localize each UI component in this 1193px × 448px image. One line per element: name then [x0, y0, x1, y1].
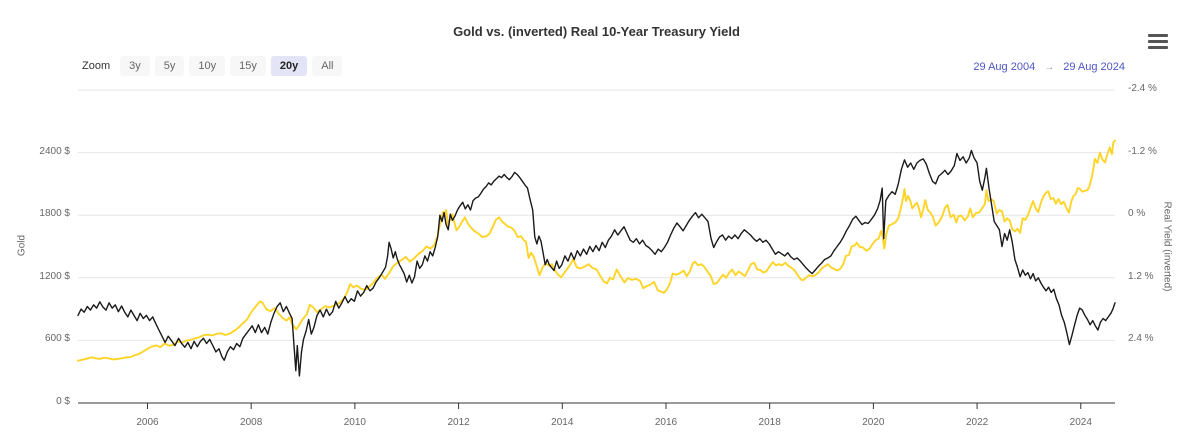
range-button-all[interactable]: All	[312, 56, 343, 76]
x-axis-label-2012: 2012	[447, 417, 470, 428]
hamburger-bar	[1148, 40, 1168, 43]
date-from-input[interactable]: 29 Aug 2004	[973, 61, 1036, 73]
left-axis-label: 2400 $	[39, 145, 70, 157]
right-axis-label: 0 %	[1128, 208, 1146, 220]
x-axis-label-2018: 2018	[758, 417, 781, 428]
date-range: 29 Aug 2004 → 29 Aug 2024	[973, 61, 1125, 73]
date-to-input[interactable]: 29 Aug 2024	[1063, 61, 1125, 73]
x-axis-label-2006: 2006	[136, 417, 159, 428]
x-axis-label-2008: 2008	[240, 417, 263, 428]
x-axis-label-2022: 2022	[965, 417, 989, 428]
range-button-3y[interactable]: 3y	[120, 56, 150, 76]
left-axis-label: 1800 $	[39, 208, 70, 220]
gold-series-line	[77, 139, 1116, 362]
range-selector: Zoom 3y 5y 10y 15y 20y All	[82, 56, 343, 76]
range-button-10y[interactable]: 10y	[189, 56, 226, 76]
zoom-label: Zoom	[82, 60, 111, 72]
left-axis-label: 600 $	[44, 333, 70, 345]
x-axis-label-2016: 2016	[654, 417, 678, 428]
x-axis-label-2024: 2024	[1069, 417, 1092, 428]
x-axis-label-2010: 2010	[343, 417, 366, 428]
range-button-20y[interactable]: 20y	[270, 56, 308, 76]
page-title: Gold vs. (inverted) Real 10-Year Treasur…	[453, 24, 740, 39]
hamburger-bar	[1148, 34, 1168, 37]
left-axis-label: 0 $	[56, 396, 70, 407]
range-button-5y[interactable]: 5y	[154, 56, 185, 76]
real-yield-series-line	[77, 149, 1116, 377]
x-axis-label-2020: 2020	[862, 417, 885, 428]
right-axis-label: -1.2 %	[1128, 145, 1157, 157]
range-button-15y[interactable]: 15y	[230, 56, 266, 76]
hamburger-menu-icon[interactable]	[1148, 34, 1168, 49]
hamburger-bar	[1148, 46, 1168, 49]
right-axis-label: 2.4 %	[1128, 333, 1154, 345]
arrow-right-icon: →	[1044, 61, 1055, 73]
x-axis-label-2014: 2014	[551, 417, 574, 428]
right-axis-label: -2.4 %	[1128, 83, 1157, 94]
left-axis-label: 1200 $	[39, 270, 70, 282]
right-axis-label: 1.2 %	[1128, 270, 1154, 282]
